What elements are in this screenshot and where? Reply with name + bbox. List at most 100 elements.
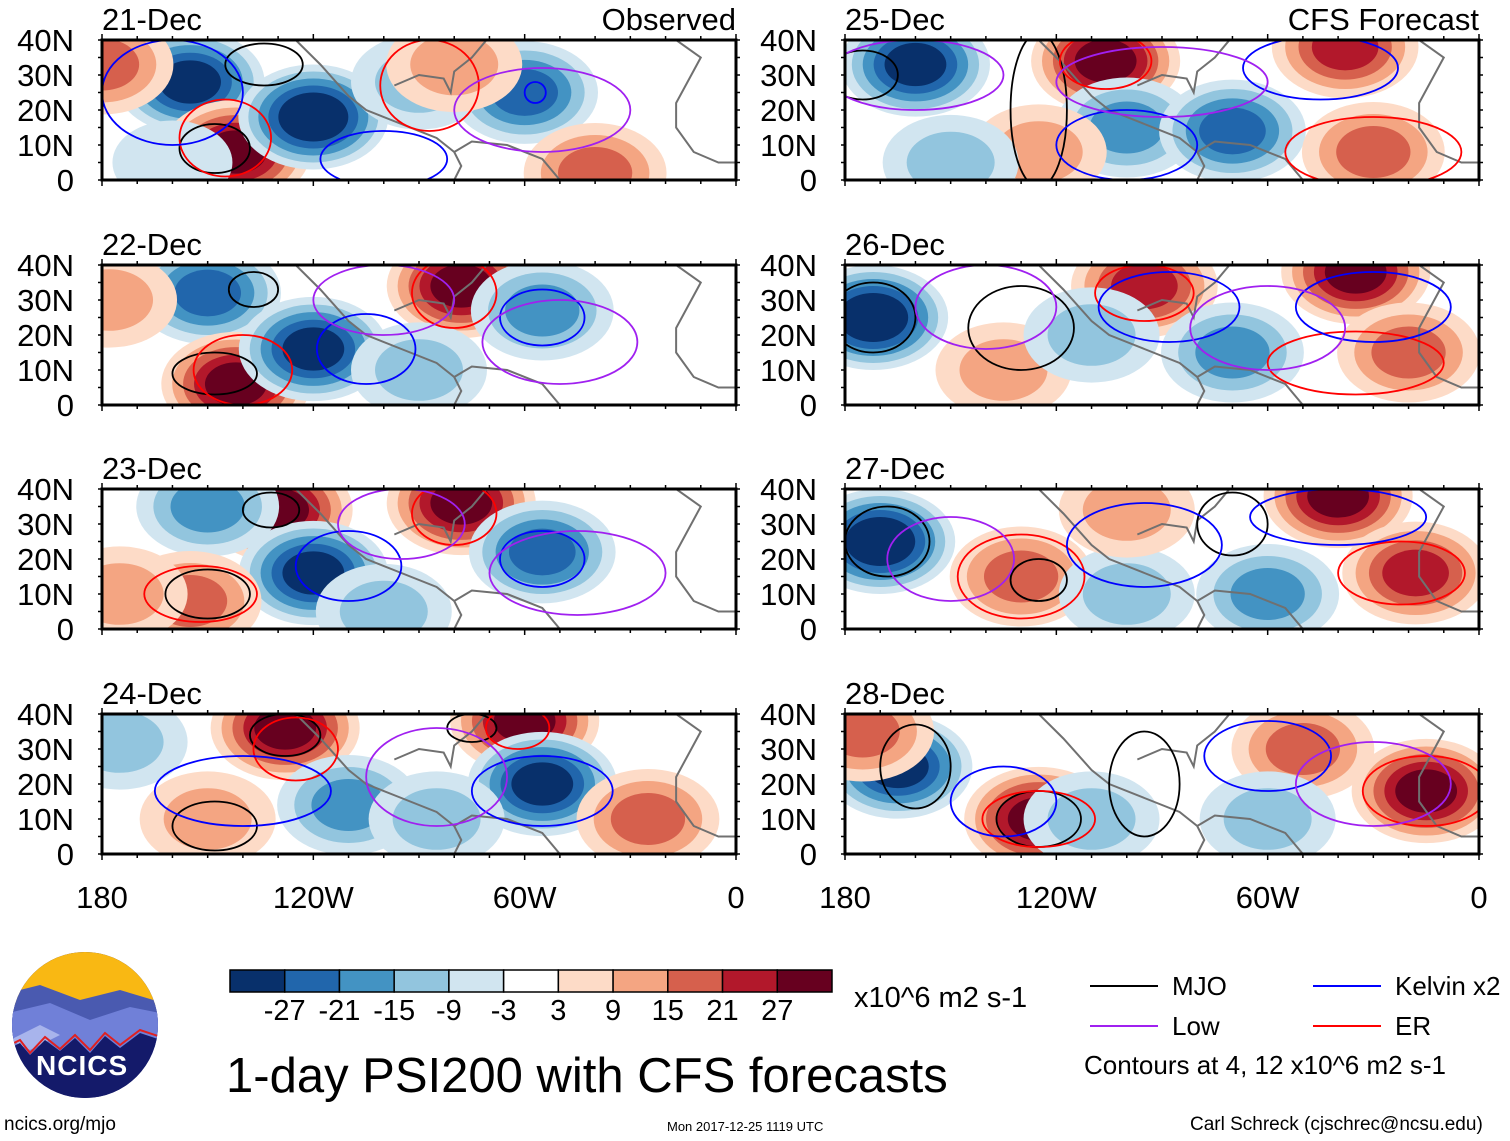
- lon-tick-label: 60W: [1235, 880, 1300, 915]
- er-contour: [192, 334, 294, 405]
- lat-tick-label: 0: [799, 163, 817, 198]
- coastline: [1418, 714, 1479, 838]
- colorbar-swatch: [667, 969, 724, 993]
- lat-tick-label: 20N: [760, 767, 817, 802]
- kelvin-contour: [470, 755, 614, 827]
- panel-date: 24-Dec: [102, 676, 202, 711]
- lat-tick-label: 10N: [760, 577, 817, 612]
- kelvin-contour: [1294, 271, 1452, 343]
- lat-tick-label: 0: [799, 612, 817, 647]
- kelvin-contour: [153, 755, 332, 827]
- lat-tick-label: 30N: [760, 283, 817, 318]
- er-contour: [1094, 265, 1195, 322]
- logo-text: NCICS: [36, 1050, 129, 1081]
- lat-tick-label: 40N: [760, 248, 817, 283]
- colorbar-swatch: [721, 969, 779, 993]
- legend-line-kelvin: [1313, 985, 1381, 987]
- anomaly-contour-fill: [174, 269, 241, 317]
- colorbar-level-label: 21: [706, 995, 739, 1027]
- anomaly-contour-fill: [159, 60, 221, 104]
- low-contour: [488, 530, 667, 616]
- lon-tick-label: 120W: [1015, 880, 1097, 915]
- er-contour: [1284, 116, 1463, 180]
- lat-tick-label: 0: [799, 837, 817, 872]
- legend-line-low: [1090, 1025, 1158, 1027]
- column-label: Observed: [601, 2, 736, 37]
- anomaly-contour-fill: [112, 120, 233, 180]
- lat-tick-label: 10N: [17, 128, 74, 163]
- colorbar-level-label: 9: [605, 995, 622, 1027]
- footer-timestamp: Mon 2017-12-25 1119 UTC: [667, 1119, 824, 1134]
- anomaly-contour-fill: [845, 293, 909, 342]
- coastline: [1196, 814, 1304, 854]
- kelvin-contour: [1097, 271, 1241, 343]
- coastline: [1038, 265, 1206, 405]
- colorbar-level-label: -27: [263, 995, 306, 1027]
- lat-tick-label: 40N: [17, 472, 74, 507]
- coastline: [393, 489, 488, 545]
- colorbar-swatch: [612, 969, 669, 993]
- anomaly-contour-fill: [983, 550, 1059, 603]
- legend-line-mjo: [1090, 985, 1158, 987]
- lat-tick-label: 40N: [760, 697, 817, 732]
- er-contour: [1058, 40, 1153, 90]
- mjo-contour: [1108, 730, 1181, 838]
- kelvin-contour: [1242, 40, 1399, 101]
- lat-tick-label: 0: [56, 163, 74, 198]
- colorbar-swatch: [338, 969, 395, 993]
- coastline: [1038, 714, 1206, 854]
- coastline: [1136, 714, 1231, 770]
- panel-date: 22-Dec: [102, 227, 202, 262]
- anomaly-contour-fill: [102, 40, 140, 91]
- panel-date: 25-Dec: [845, 2, 945, 37]
- colorbar-swatch: [502, 969, 560, 993]
- kelvin-contour: [1055, 109, 1199, 180]
- er-contour: [411, 489, 498, 546]
- lon-tick-label: 0: [727, 880, 745, 915]
- er-contour: [1266, 330, 1445, 396]
- colorbar-level-label: 15: [651, 995, 684, 1027]
- lon-tick-label: 60W: [492, 880, 557, 915]
- anomaly-contour-fill: [102, 563, 164, 625]
- lat-tick-label: 0: [799, 388, 817, 423]
- lon-tick-label: 120W: [272, 880, 354, 915]
- lat-tick-label: 20N: [760, 318, 817, 353]
- coastline: [453, 140, 561, 180]
- lat-tick-label: 20N: [17, 318, 74, 353]
- low-contour: [1189, 285, 1347, 371]
- anomaly-contour-fill: [1074, 40, 1137, 83]
- anomaly-contour-fill: [170, 489, 245, 533]
- mjo-contour: [879, 723, 952, 810]
- anomaly-contour-fill: [557, 147, 633, 180]
- coastline: [393, 265, 488, 321]
- panel-date: 21-Dec: [102, 2, 202, 37]
- coastline: [1196, 589, 1304, 629]
- coastline: [1038, 40, 1206, 180]
- lat-tick-label: 0: [56, 388, 74, 423]
- map-panel: [102, 40, 736, 180]
- map-panel: [845, 489, 1479, 629]
- anomaly-contour-fill: [845, 714, 900, 758]
- lat-tick-label: 20N: [17, 93, 74, 128]
- low-contour: [365, 727, 508, 827]
- lat-tick-label: 10N: [17, 802, 74, 837]
- lat-tick-label: 40N: [760, 472, 817, 507]
- lat-tick-label: 30N: [17, 283, 74, 318]
- er-contour: [981, 790, 1096, 848]
- low-contour: [337, 489, 466, 560]
- anomaly-contour-fill: [282, 327, 345, 371]
- anomaly-contour-fill: [906, 131, 995, 180]
- coastline: [1418, 265, 1479, 389]
- lat-tick-label: 30N: [760, 58, 817, 93]
- footer-url[interactable]: ncics.org/mjo: [4, 1114, 116, 1135]
- map-panel: [845, 40, 1479, 180]
- coastline: [453, 365, 561, 405]
- lat-tick-label: 20N: [760, 93, 817, 128]
- lat-tick-label: 40N: [17, 23, 74, 58]
- colorbar-swatch: [229, 969, 286, 993]
- er-contour: [379, 40, 480, 132]
- lat-tick-label: 20N: [760, 542, 817, 577]
- coastline: [675, 265, 736, 389]
- anomaly-contour-fill: [1395, 769, 1458, 813]
- map-panel: [845, 265, 1479, 405]
